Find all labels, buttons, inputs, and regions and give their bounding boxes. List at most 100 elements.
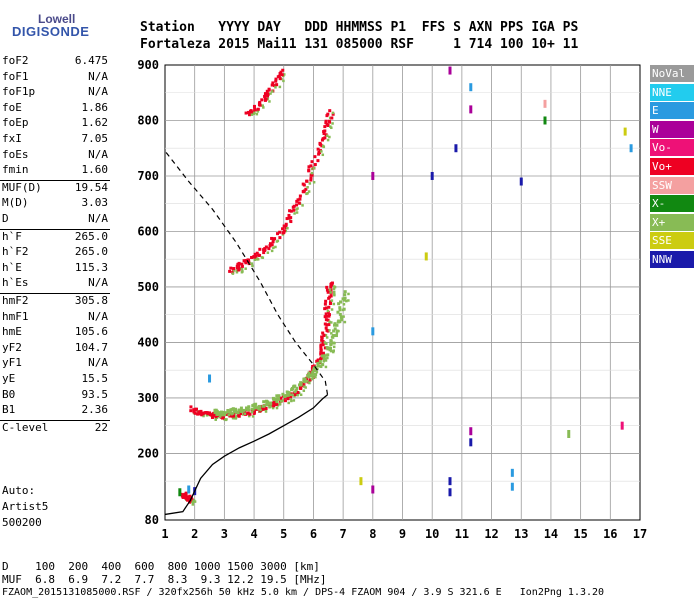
trace-point — [327, 313, 331, 317]
trace-point — [323, 357, 327, 361]
trace-point — [213, 410, 217, 414]
trace-point — [289, 216, 293, 220]
trace-point — [329, 342, 333, 346]
trace-point — [332, 334, 336, 338]
trace-point — [282, 73, 286, 76]
param-label: M(D) — [2, 196, 29, 210]
y-tick-label: 900 — [137, 58, 159, 72]
trace-point — [332, 290, 336, 294]
trace-point — [244, 259, 248, 263]
x-tick-label: 12 — [484, 527, 498, 541]
trace-point — [269, 92, 272, 95]
trace-point — [323, 315, 327, 319]
trace-point — [217, 411, 221, 415]
trace-point — [257, 253, 261, 257]
trace-point — [250, 262, 254, 265]
trace-point — [317, 150, 321, 154]
trace-point — [319, 365, 323, 369]
trace-point — [222, 417, 226, 421]
trace-point — [292, 208, 296, 212]
param-value: 115.3 — [74, 260, 108, 274]
trace-point — [250, 255, 254, 259]
trace-point — [301, 204, 304, 207]
trace-point — [270, 236, 274, 240]
echo-mark — [620, 421, 624, 430]
param-value: 3.03 — [81, 196, 109, 210]
trace-point — [312, 181, 316, 184]
trace-point — [337, 329, 340, 333]
legend-item: Vo+ — [650, 158, 694, 175]
trace-point — [189, 409, 193, 413]
trace-point — [260, 98, 264, 102]
trace-point — [235, 414, 238, 418]
trace-point — [192, 499, 196, 503]
echo-mark — [623, 127, 627, 136]
trace-point — [284, 226, 288, 230]
trace-point — [234, 410, 238, 414]
trace-point — [270, 243, 274, 247]
trace-point — [296, 393, 299, 397]
x-tick-label: 2 — [191, 527, 198, 541]
echo-mark — [448, 66, 452, 75]
trace-point — [289, 397, 292, 400]
trace-point — [335, 323, 339, 327]
trace-point — [274, 245, 277, 249]
trace-point — [343, 293, 347, 297]
trace-point — [326, 112, 330, 116]
trace-point — [310, 373, 314, 377]
trace-point — [322, 333, 326, 337]
trace-point — [253, 111, 256, 115]
trace-point — [272, 246, 275, 250]
trace-point — [271, 396, 275, 400]
logo-lowell: Lowell — [38, 12, 76, 26]
trace-point — [286, 393, 290, 397]
trace-point — [332, 350, 335, 354]
param-value: N/A — [88, 69, 108, 83]
trace-point — [244, 261, 248, 265]
trace-point — [296, 391, 300, 395]
trace-point — [326, 318, 330, 322]
trace-point — [330, 332, 333, 335]
trace-point — [281, 68, 285, 72]
param-value: 93.5 — [81, 387, 109, 401]
trace-point — [241, 270, 244, 273]
trace-point — [325, 328, 329, 332]
param-label: h`E — [2, 260, 22, 274]
legend-item: SSE — [650, 232, 694, 250]
trace-point — [306, 186, 309, 189]
param-label: yF1 — [2, 356, 22, 370]
trace-point — [234, 407, 238, 411]
param-label: h`F — [2, 229, 22, 243]
trace-point — [343, 290, 347, 294]
trace-point — [328, 346, 332, 350]
trace-point — [325, 323, 329, 327]
trace-point — [311, 376, 315, 379]
trace-point — [281, 392, 285, 396]
trace-point — [307, 168, 311, 172]
trace-point — [247, 258, 251, 262]
trace-point — [310, 173, 314, 177]
trace-point — [278, 77, 282, 81]
trace-point — [235, 269, 239, 273]
trace-point — [266, 251, 270, 254]
trace-point — [342, 303, 346, 306]
trace-point — [308, 381, 311, 385]
trace-point — [330, 299, 334, 302]
trace-point — [329, 339, 333, 343]
trace-point — [309, 164, 313, 168]
trace-point — [299, 382, 303, 386]
trace-point — [313, 369, 317, 373]
trace-point — [199, 409, 203, 413]
legend-item: W — [650, 120, 694, 138]
trace-point — [280, 399, 283, 403]
trace-point — [295, 199, 299, 203]
trace-point — [234, 409, 238, 413]
autoscale-version: 500200 — [2, 516, 42, 529]
param-value: 105.6 — [74, 325, 108, 339]
trace-point — [328, 329, 331, 332]
trace-point — [240, 264, 244, 268]
trace-point — [301, 382, 305, 386]
echo-mark — [469, 83, 473, 92]
trace-point — [232, 409, 236, 413]
trace-point — [210, 413, 214, 417]
